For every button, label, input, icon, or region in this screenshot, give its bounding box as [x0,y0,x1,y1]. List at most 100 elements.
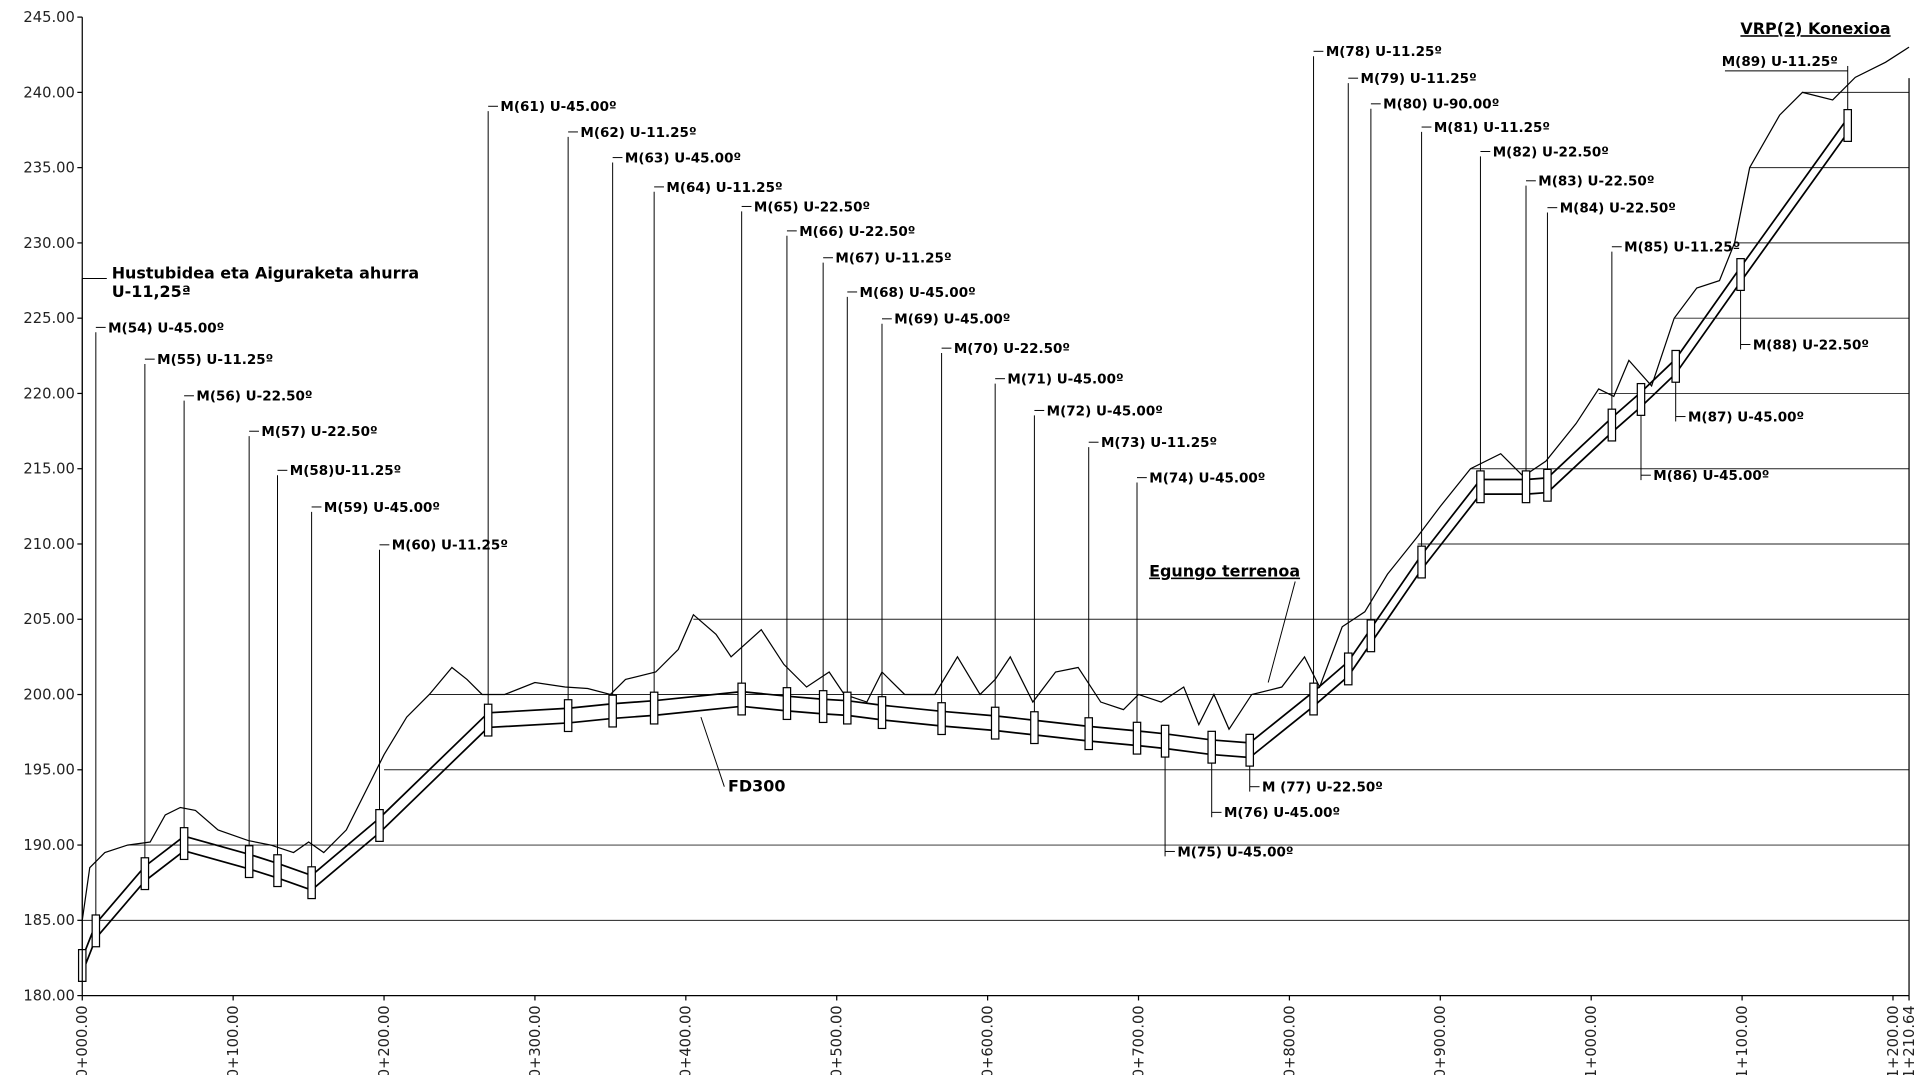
manhole-label: M(79) U-11.25º [1361,71,1477,87]
manhole-label: M (77) U-22.50º [1262,780,1383,796]
manhole [1309,682,1318,716]
manhole [1521,470,1531,504]
manhole-label: M(54) U-45.00º [108,320,224,336]
x-tick-label: 0+700.00 [1130,1005,1147,1075]
manhole-label: M(82) U-22.50º [1493,144,1609,160]
y-tick-label: 225.00 [23,310,75,327]
manhole [244,845,254,879]
manhole [1843,108,1853,142]
terrain-leader [1267,581,1296,683]
manhole [877,696,887,730]
x-tick-label: 1+210.64 [1901,1005,1918,1075]
manhole-label: M(78) U-11.25º [1326,44,1442,60]
y-tick-label: 210.00 [23,536,75,553]
manhole-label: M(87) U-45.00º [1688,409,1804,425]
manhole [1084,717,1094,751]
manhole [1132,721,1142,755]
y-tick-label: 185.00 [23,912,75,929]
manhole [1736,258,1745,292]
x-tick-label: 1+200.00 [1885,1005,1902,1075]
manhole [1343,652,1353,686]
terrain-line [81,46,1910,921]
y-tick-label: 240.00 [23,84,75,101]
pipe-line [81,117,1849,959]
manhole-label: M(64) U-11.25º [666,180,782,196]
manhole [649,691,659,725]
manhole [1366,619,1376,653]
manhole-label: M(60) U-11.25º [392,538,508,554]
x-tick-label: 0+100.00 [225,1005,242,1075]
y-tick-label: 190.00 [23,837,75,854]
manhole [483,703,493,737]
y-tick-label: 235.00 [23,160,75,177]
x-tick-label: 0+500.00 [829,1005,846,1075]
manhole [608,694,617,728]
manhole-label: M(67) U-11.25º [835,251,951,267]
manhole-label: M(69) U-45.00º [894,312,1010,328]
manhole-label: M(59) U-45.00º [324,500,440,516]
manhole-label: M(58)U-11.25º [290,463,401,479]
manhole-label: M(62) U-11.25º [580,125,696,141]
manhole-label: M(73) U-11.25º [1101,435,1217,451]
terrain-label: Egungo terrenoa [1149,562,1300,581]
manhole [842,691,852,725]
y-tick-label: 245.00 [23,9,75,26]
y-tick-label: 200.00 [23,686,75,703]
manhole [1476,470,1485,504]
x-tick-label: 1+000.00 [1583,1005,1600,1075]
manhole-label: M(88) U-22.50º [1753,337,1869,353]
manhole-label: M(80) U-90.00º [1383,97,1499,113]
manhole [563,699,573,733]
manhole-label: M(86) U-45.00º [1653,468,1769,484]
manhole [273,854,282,888]
manhole-label: M(75) U-45.00º [1177,844,1293,860]
manhole-label: M(85) U-11.25º [1624,240,1740,256]
pipe-line [81,132,1849,974]
manhole [1636,382,1646,416]
manhole-label: M(72) U-45.00º [1047,403,1163,419]
y-tick-label: 230.00 [23,235,75,252]
manhole-label: M(84) U-22.50º [1560,201,1676,217]
manhole-label: M(70) U-22.50º [954,341,1070,357]
manhole-label: M(68) U-45.00º [860,285,976,301]
x-tick-label: 0+400.00 [678,1005,695,1075]
manhole [782,687,792,721]
manhole-label: M(74) U-45.00º [1149,471,1265,487]
x-tick-label: 0+200.00 [376,1005,393,1075]
manhole-label: Hustubidea eta Aiguraketa ahurra [112,264,419,283]
manhole-label: M(57) U-22.50º [261,424,377,440]
manhole [1417,545,1426,579]
manhole [1245,733,1255,767]
manhole-label: M(76) U-45.00º [1224,805,1340,821]
annotation: VRP(2) Konexioa [1740,19,1890,38]
manhole [307,866,316,900]
x-tick-label: 0+900.00 [1432,1005,1449,1075]
manhole [737,682,746,716]
manhole [937,702,946,736]
y-tick-label: 195.00 [23,762,75,779]
manhole-label: M(55) U-11.25º [157,352,273,368]
manhole [1160,724,1170,758]
pipe-label: FD300 [728,777,785,796]
y-tick-label: 220.00 [23,385,75,402]
manhole-label: M(71) U-45.00º [1007,372,1123,388]
y-tick-label: 215.00 [23,461,75,478]
x-tick-label: 0+600.00 [979,1005,996,1075]
x-tick-label: 1+100.00 [1734,1005,1751,1075]
grid [82,91,1910,921]
manhole-label: M(83) U-22.50º [1538,174,1654,190]
manhole [990,706,1000,740]
manhole [140,857,150,891]
manhole-label: M(65) U-22.50º [754,199,870,215]
manhole-label: M(66) U-22.50º [799,224,915,240]
manhole-label: M(56) U-22.50º [196,389,312,405]
pipe-leader [700,716,725,787]
manhole [179,827,189,861]
manhole-label: M(63) U-45.00º [625,151,741,167]
manhole-label: M(89) U-11.25º [1722,54,1838,70]
manhole [91,914,101,948]
manhole-label: U-11,25ª [112,282,191,301]
manhole [1607,408,1617,442]
